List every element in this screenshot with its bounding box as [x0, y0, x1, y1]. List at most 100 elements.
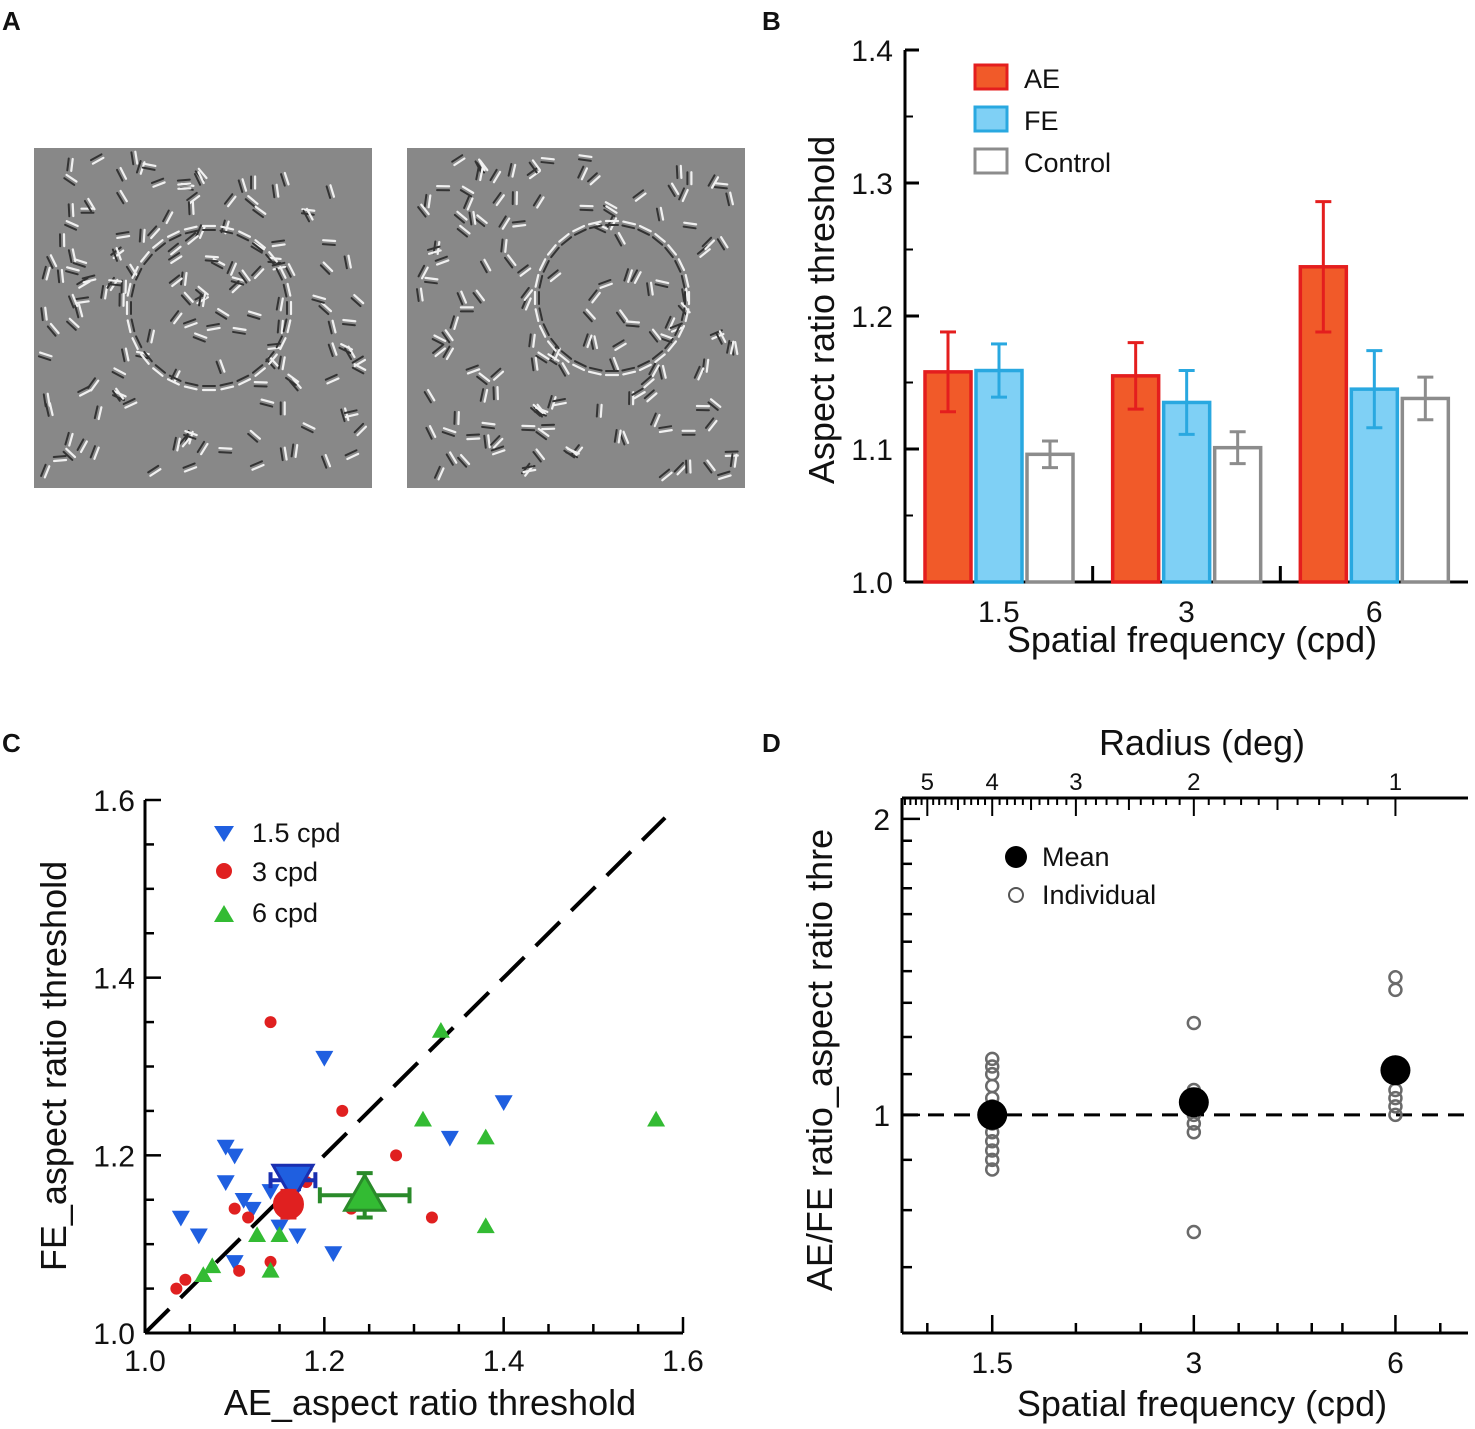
gabor-patch	[547, 269, 562, 283]
gabor-patch	[433, 465, 445, 481]
individual-point	[984, 1051, 1000, 1067]
contour-gabor	[572, 224, 587, 236]
gabor-patch	[183, 430, 198, 440]
contour-gabor	[166, 230, 182, 242]
gabor-patch	[138, 228, 146, 243]
contour-gabor	[664, 337, 678, 352]
b-y-tick-label: 1.1	[851, 434, 893, 467]
contour-gabor	[265, 350, 278, 365]
contour-gabor	[166, 374, 182, 386]
gabor-patch	[463, 195, 474, 211]
c-x-tick-label: 1.2	[303, 1345, 345, 1378]
gabor-patch	[67, 293, 79, 309]
gabor-patch	[120, 279, 128, 294]
gabor-patch	[89, 153, 105, 165]
d-top-tick-label: 3	[1069, 769, 1082, 796]
gabor-patch	[64, 431, 74, 447]
gabor-patch	[40, 306, 48, 322]
gabor-patch	[141, 162, 157, 171]
panel-c-scatter: FE_aspect ratio threshold AE_aspect rati…	[33, 785, 704, 1423]
gabor-patch	[451, 154, 466, 167]
b-legend: AE FE Control	[973, 63, 1111, 178]
gabor-patch	[107, 279, 123, 287]
individual-point	[984, 1162, 1000, 1177]
gabor-patch	[587, 172, 601, 186]
gabor-patch	[122, 397, 138, 409]
gabor-patch	[456, 290, 468, 306]
point-triangle-down	[225, 1255, 244, 1271]
gabor-patch	[648, 328, 662, 343]
gabor-patch	[540, 156, 555, 165]
gabor-patch	[603, 205, 618, 218]
gabor-patch	[62, 447, 77, 461]
gabor-patch	[147, 225, 161, 240]
panel-label-d: D	[762, 728, 781, 758]
point-triangle-down	[494, 1095, 513, 1112]
gabor-patch	[681, 287, 690, 303]
gabor-patch	[424, 276, 439, 285]
point-circle	[390, 1149, 403, 1162]
gabor-patch	[116, 189, 128, 205]
gabor-patch	[252, 205, 267, 219]
individual-point	[1388, 982, 1403, 998]
gabor-patch	[45, 402, 54, 417]
contour-gabor	[538, 323, 550, 338]
contour-gabor	[538, 258, 550, 273]
c-x-tick-label: 1.6	[662, 1345, 704, 1378]
contour-gabor	[680, 307, 690, 323]
gabor-patch	[206, 322, 221, 332]
individual-point	[1186, 1015, 1202, 1031]
individual-point	[984, 1066, 1000, 1082]
point-triangle-down	[216, 1175, 235, 1191]
individual-point	[1186, 1116, 1202, 1131]
gabor-patch	[729, 453, 738, 468]
gabor-patch	[52, 454, 68, 463]
panel-label-c: C	[2, 728, 21, 758]
point-circle	[170, 1282, 183, 1295]
panel-label-b: B	[762, 6, 781, 36]
gabor-patch	[479, 258, 492, 274]
gabor-patch	[56, 268, 65, 284]
gabor-patch	[725, 191, 734, 207]
point-triangle-up	[476, 1217, 495, 1234]
gabor-patch	[350, 293, 365, 308]
gabor-patch	[251, 265, 265, 280]
gabor-patch	[693, 365, 705, 381]
c-x-tick-label: 1.0	[124, 1345, 166, 1378]
contour-gabor	[152, 239, 167, 252]
gabor-patch	[459, 185, 475, 198]
gabor-patch	[271, 261, 287, 271]
d-x-tick-label: 1.5	[971, 1347, 1013, 1380]
gabor-patch	[324, 373, 340, 385]
point-triangle-down	[440, 1130, 459, 1147]
gabor-patch	[579, 204, 594, 212]
gabor-patch	[130, 150, 139, 166]
contour-gabor	[558, 232, 573, 246]
gabor-patch	[237, 178, 248, 193]
gabor-patch	[204, 255, 220, 263]
contour-gabor	[126, 282, 136, 298]
gabor-patch	[658, 468, 673, 482]
individual-point	[1388, 970, 1403, 985]
gabor-patch	[83, 197, 96, 213]
gabor-patch	[253, 380, 268, 388]
gabor-patch	[65, 266, 80, 276]
gabor-patch	[76, 438, 88, 454]
mean-point-triangle-up	[342, 1172, 388, 1212]
gabor-patch	[41, 265, 51, 281]
gabor-patch	[327, 342, 338, 358]
legend-label-ae: AE	[1024, 64, 1060, 94]
gabor-patch	[654, 279, 670, 288]
gabor-patch	[673, 461, 688, 476]
gabor-patch	[186, 191, 201, 205]
contour-gabor	[183, 381, 199, 391]
legend-marker-mean	[1005, 846, 1027, 868]
gabor-patch	[489, 168, 502, 184]
gabor-patch	[318, 301, 333, 316]
gabor-patch	[678, 187, 689, 203]
gabor-patch	[541, 423, 556, 431]
gabor-patch	[631, 387, 646, 400]
gabor-patch	[321, 239, 337, 247]
legend-label-6-cpd: 6 cpd	[252, 898, 318, 928]
c-x-tick-label: 1.4	[483, 1345, 525, 1378]
